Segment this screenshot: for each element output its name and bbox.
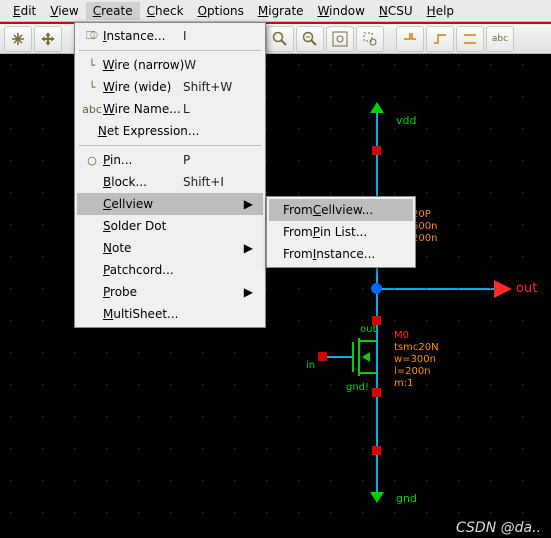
menu-item[interactable]: └Wire (narrow)W <box>77 54 263 76</box>
device-m: m:1 <box>394 378 413 389</box>
toolbar-button[interactable] <box>4 26 32 52</box>
menu-item[interactable]: abcWire Name...L <box>77 98 263 120</box>
terminal <box>372 446 381 455</box>
wire <box>324 356 354 358</box>
zoom-in-button[interactable] <box>266 26 294 52</box>
terminal <box>318 352 327 361</box>
menubar: EditViewCreateCheckOptionsMigrateWindowN… <box>0 0 551 22</box>
toolbar-button[interactable] <box>396 26 424 52</box>
menu-item[interactable]: MultiSheet... <box>77 303 263 325</box>
out-pin <box>494 280 512 298</box>
menu-item[interactable]: ⎄Instance...I <box>77 25 263 47</box>
submenu-item[interactable]: From Pin List... <box>269 221 413 243</box>
menu-window[interactable]: Window <box>311 2 372 20</box>
menu-migrate[interactable]: Migrate <box>251 2 311 20</box>
net-out-label: out <box>360 324 376 335</box>
vdd-label: vdd <box>396 114 416 127</box>
gnd-net-label: gnd! <box>346 382 369 393</box>
menu-view[interactable]: View <box>43 2 85 20</box>
submenu-item[interactable]: From Instance... <box>269 243 413 265</box>
mos-channel <box>358 338 360 376</box>
terminal <box>372 146 381 155</box>
menu-check[interactable]: Check <box>140 2 191 20</box>
device-w: w=300n <box>394 354 436 365</box>
device-name: M0 <box>394 330 409 341</box>
menu-create[interactable]: Create <box>86 2 140 20</box>
menu-ncsu[interactable]: NCSU <box>372 2 420 20</box>
menu-item[interactable]: Net Expression... <box>77 120 263 142</box>
terminal <box>372 388 381 397</box>
menu-help[interactable]: Help <box>420 2 461 20</box>
gnd-label: gnd <box>396 492 417 505</box>
vdd-symbol <box>370 102 384 113</box>
menu-item[interactable]: Note▶ <box>77 237 263 259</box>
watermark: CSDN @da.. <box>0 518 551 538</box>
wire <box>376 112 378 494</box>
toolbar-button[interactable] <box>456 26 484 52</box>
zoom-fit-button[interactable] <box>326 26 354 52</box>
menu-item[interactable]: └Wire (wide)Shift+W <box>77 76 263 98</box>
menu-item[interactable]: Solder Dot <box>77 215 263 237</box>
create-menu[interactable]: ⎄Instance...I └Wire (narrow)W└Wire (wide)… <box>74 22 266 328</box>
menu-item[interactable]: ○Pin...P <box>77 149 263 171</box>
toolbar-button[interactable] <box>426 26 454 52</box>
solder-dot <box>371 283 382 294</box>
menu-item[interactable]: Patchcord... <box>77 259 263 281</box>
menu-edit[interactable]: Edit <box>6 2 43 20</box>
menu-item[interactable]: Cellview▶ <box>77 193 263 215</box>
in-label: in <box>306 360 315 371</box>
out-label: out <box>516 281 537 296</box>
submenu-item[interactable]: From Cellview... <box>269 199 413 221</box>
menu-item[interactable]: Probe▶ <box>77 281 263 303</box>
gnd-symbol <box>370 492 384 503</box>
menu-item[interactable]: Block...Shift+I <box>77 171 263 193</box>
toolbar-button[interactable]: abc <box>486 26 514 52</box>
zoom-out-button[interactable] <box>296 26 324 52</box>
device-l: l=200n <box>394 366 431 377</box>
mos-gate <box>352 342 354 372</box>
cellview-submenu[interactable]: From Cellview...From Pin List...From Ins… <box>266 196 416 268</box>
toolbar-button[interactable] <box>34 26 62 52</box>
device-model: tsmc20N <box>394 342 439 353</box>
menu-options[interactable]: Options <box>191 2 251 20</box>
zoom-sel-button[interactable] <box>356 26 384 52</box>
